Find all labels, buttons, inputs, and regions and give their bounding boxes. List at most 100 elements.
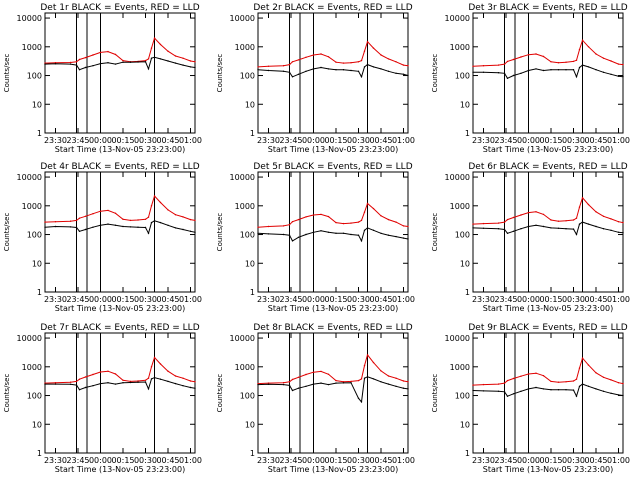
x-axis-label: Start Time (13-Nov-05 23:23:00) bbox=[55, 145, 185, 154]
data-point bbox=[137, 381, 139, 383]
data-point bbox=[372, 378, 375, 380]
data-point bbox=[320, 230, 322, 232]
data-point bbox=[395, 221, 397, 223]
y-tick-label: 1000 bbox=[22, 363, 42, 372]
x-tick-label: 00:15 bbox=[111, 136, 134, 145]
data-point bbox=[189, 66, 192, 68]
data-point bbox=[578, 367, 581, 369]
data-point bbox=[69, 226, 72, 228]
data-point bbox=[363, 50, 366, 52]
x-tick-label: 23:30 bbox=[257, 136, 280, 145]
data-point bbox=[497, 72, 500, 74]
data-point bbox=[578, 223, 581, 225]
data-point bbox=[297, 236, 300, 238]
data-point bbox=[153, 37, 156, 39]
data-point bbox=[150, 57, 153, 59]
data-point bbox=[407, 381, 409, 383]
data-point bbox=[527, 388, 530, 390]
data-point bbox=[578, 48, 581, 51]
x-tick-label: 23:45 bbox=[494, 295, 517, 304]
data-point bbox=[342, 382, 345, 384]
data-point bbox=[578, 206, 581, 208]
data-point bbox=[288, 381, 291, 383]
data-point bbox=[395, 235, 397, 238]
data-point bbox=[557, 69, 560, 71]
data-point bbox=[565, 61, 567, 63]
x-tick-label: 23:45 bbox=[279, 456, 302, 465]
data-point bbox=[572, 219, 575, 221]
data-point bbox=[557, 381, 560, 383]
y-tick-label: 1000 bbox=[22, 43, 42, 52]
data-point bbox=[550, 69, 552, 71]
y-tick-label: 10000 bbox=[230, 14, 255, 23]
data-point bbox=[54, 382, 57, 384]
data-point bbox=[312, 231, 315, 233]
lld-series-line bbox=[472, 357, 624, 386]
data-point bbox=[622, 221, 624, 224]
data-point bbox=[520, 72, 522, 75]
data-point bbox=[114, 63, 117, 65]
data-point bbox=[402, 64, 405, 66]
data-point bbox=[92, 213, 94, 215]
panel-title: Det 6r BLACK = Events, RED = LLD bbox=[468, 162, 627, 172]
x-tick-label: 01:00 bbox=[179, 136, 202, 145]
data-point bbox=[395, 385, 397, 387]
data-point bbox=[407, 238, 409, 240]
data-point bbox=[512, 393, 515, 395]
y-tick-label: 1 bbox=[465, 449, 470, 458]
data-point bbox=[288, 384, 291, 387]
data-point bbox=[167, 209, 169, 211]
data-point bbox=[194, 219, 196, 222]
detector-panel: Det 6r BLACK = Events, RED = LLD 1 10 100 10… bbox=[431, 162, 630, 313]
data-point bbox=[335, 69, 337, 71]
data-point bbox=[512, 58, 515, 61]
data-point bbox=[506, 77, 509, 80]
x-tick-label: 00:00 bbox=[89, 136, 112, 145]
x-axis-label: Start Time (13-Nov-05 23:23:00) bbox=[268, 304, 398, 313]
data-point bbox=[617, 394, 620, 396]
data-point bbox=[380, 381, 382, 383]
data-point bbox=[357, 379, 360, 382]
data-point bbox=[54, 63, 57, 65]
data-point bbox=[387, 234, 390, 236]
data-point bbox=[587, 203, 590, 206]
data-point bbox=[182, 385, 184, 387]
data-point bbox=[512, 230, 515, 232]
detector-panel: Det 3r BLACK = Events, RED = LLD 1 10 100 10… bbox=[431, 3, 630, 154]
data-point bbox=[360, 401, 363, 403]
x-tick-label: 00:00 bbox=[302, 456, 325, 465]
data-point bbox=[159, 43, 162, 46]
y-tick-label: 100 bbox=[27, 231, 42, 240]
y-tick-label: 1 bbox=[37, 129, 42, 138]
x-tick-label: 00:15 bbox=[111, 295, 134, 304]
x-tick-label: 23:30 bbox=[44, 295, 67, 304]
x-tick-label: 23:30 bbox=[257, 295, 280, 304]
data-point bbox=[147, 58, 150, 60]
data-point bbox=[602, 390, 605, 392]
data-point bbox=[327, 373, 330, 375]
data-point bbox=[407, 225, 409, 228]
data-point bbox=[122, 59, 124, 62]
data-point bbox=[512, 216, 515, 219]
y-tick-label: 100 bbox=[27, 72, 42, 81]
data-point bbox=[291, 61, 294, 63]
data-point bbox=[44, 383, 46, 385]
data-point bbox=[617, 63, 620, 65]
data-point bbox=[472, 65, 474, 68]
data-point bbox=[357, 221, 360, 223]
data-point bbox=[581, 357, 584, 359]
x-tick-label: 00:00 bbox=[517, 456, 540, 465]
x-tick-label: 23:45 bbox=[66, 136, 89, 145]
data-point bbox=[380, 232, 382, 234]
data-point bbox=[75, 61, 78, 63]
x-tick-label: 23:30 bbox=[472, 136, 495, 145]
plot-frame bbox=[44, 12, 196, 134]
data-point bbox=[363, 364, 366, 367]
lld-series-line bbox=[44, 37, 196, 64]
data-point bbox=[305, 70, 307, 73]
data-point bbox=[78, 217, 81, 219]
data-point bbox=[114, 373, 117, 375]
data-point bbox=[69, 220, 72, 222]
x-tick-label: 01:00 bbox=[392, 295, 415, 304]
data-point bbox=[572, 380, 575, 382]
